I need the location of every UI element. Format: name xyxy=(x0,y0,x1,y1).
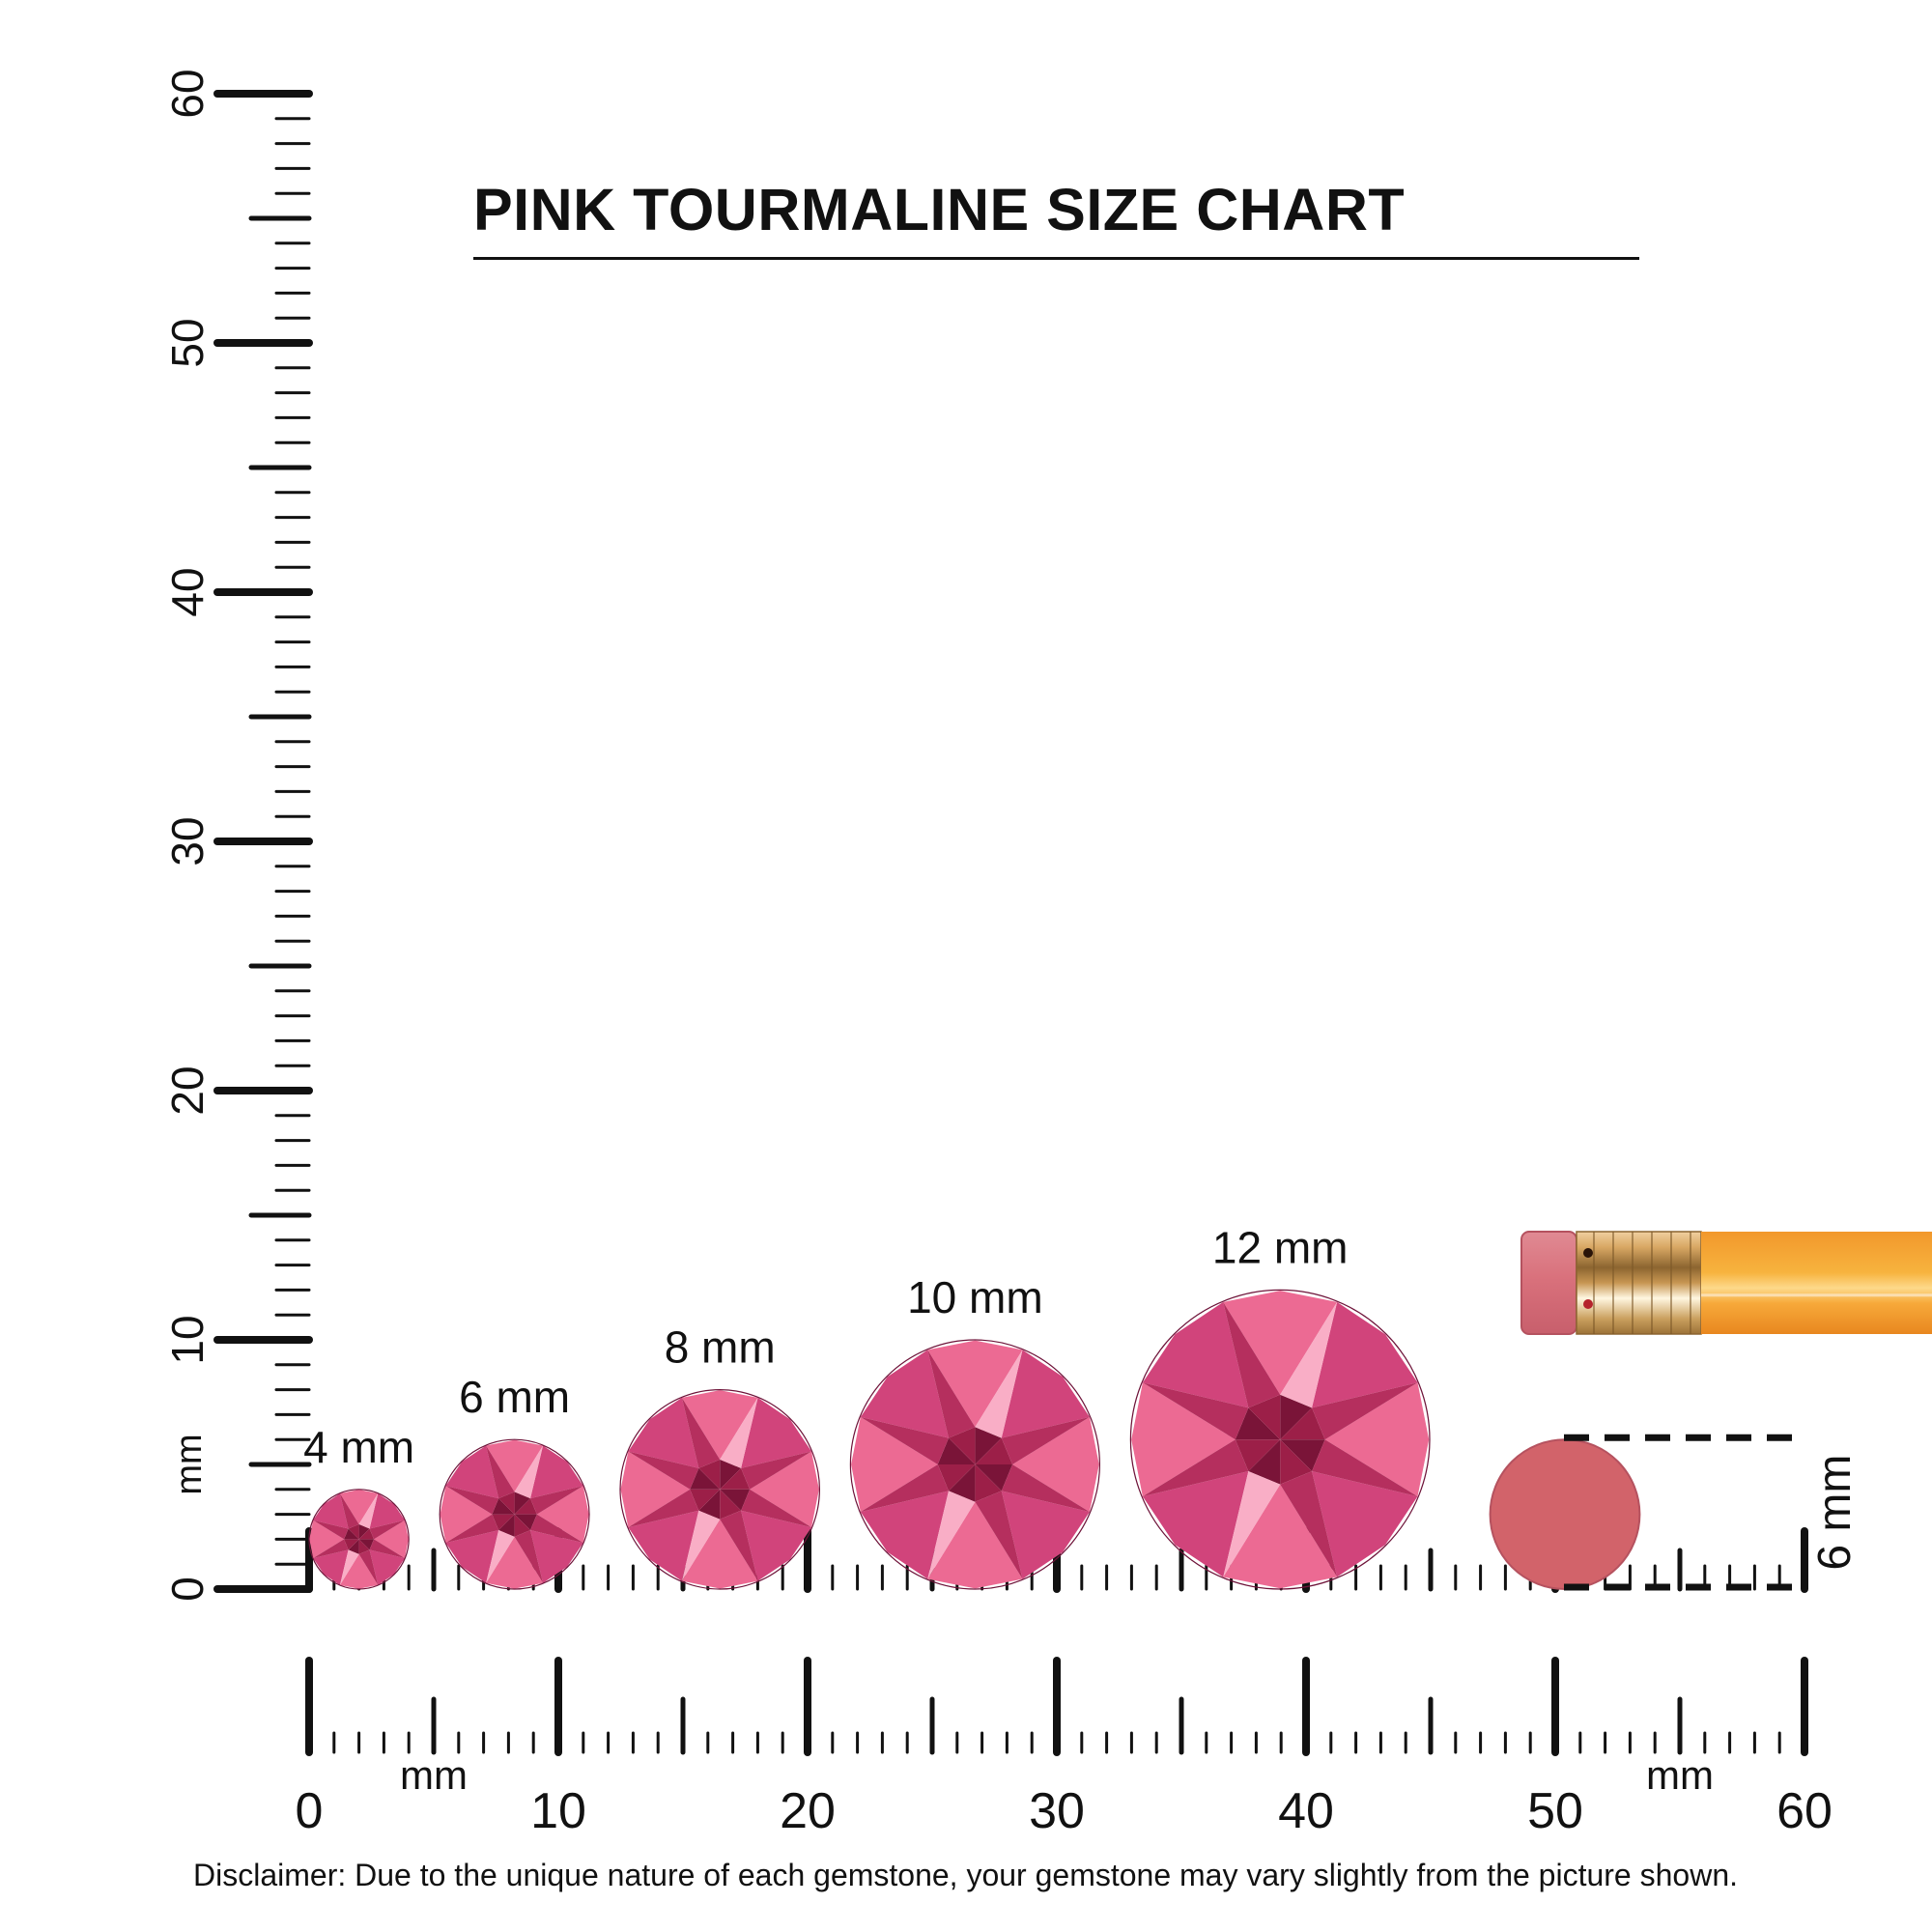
svg-text:4 mm: 4 mm xyxy=(303,1422,414,1472)
svg-text:20: 20 xyxy=(162,1065,213,1115)
svg-text:20: 20 xyxy=(780,1783,836,1839)
svg-text:40: 40 xyxy=(1278,1783,1334,1839)
svg-text:60: 60 xyxy=(1776,1783,1833,1839)
svg-text:mm: mm xyxy=(1646,1752,1714,1798)
svg-text:60: 60 xyxy=(162,69,213,118)
svg-text:12 mm: 12 mm xyxy=(1212,1222,1349,1272)
svg-text:10 mm: 10 mm xyxy=(907,1272,1043,1322)
svg-text:0: 0 xyxy=(296,1783,324,1839)
svg-text:6 mm: 6 mm xyxy=(1809,1455,1861,1571)
svg-text:50: 50 xyxy=(162,318,213,367)
svg-text:mm: mm xyxy=(169,1434,210,1494)
svg-text:10: 10 xyxy=(530,1783,586,1839)
svg-text:6 mm: 6 mm xyxy=(459,1372,570,1422)
svg-text:30: 30 xyxy=(1029,1783,1085,1839)
svg-text:10: 10 xyxy=(162,1315,213,1364)
svg-text:40: 40 xyxy=(162,567,213,616)
svg-text:30: 30 xyxy=(162,816,213,866)
svg-text:8 mm: 8 mm xyxy=(665,1322,776,1373)
svg-text:0: 0 xyxy=(162,1577,213,1602)
svg-text:50: 50 xyxy=(1527,1783,1583,1839)
svg-text:mm: mm xyxy=(400,1752,468,1798)
